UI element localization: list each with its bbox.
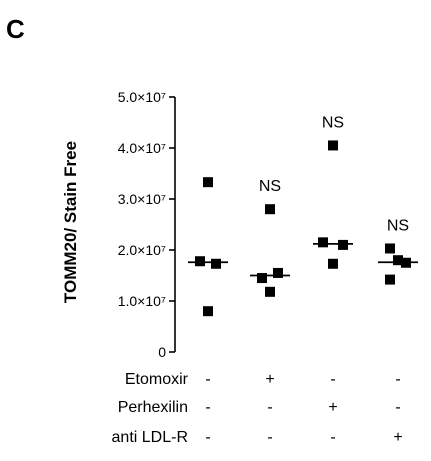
data-point: [195, 256, 205, 267]
data-point: [211, 258, 221, 269]
data-point: [385, 243, 395, 254]
treatment-sign: -: [205, 371, 210, 388]
treatment-sign: -: [267, 399, 272, 416]
data-group: [188, 177, 228, 317]
data-groups: NS NS NS: [188, 114, 418, 317]
data-point: [203, 177, 213, 188]
ns-annotation: NS: [387, 217, 409, 234]
data-point: [328, 140, 338, 151]
treatment-sign: -: [395, 399, 400, 416]
treatment-row: Etomoxir - + - -: [125, 371, 401, 388]
data-group: NS: [250, 178, 290, 297]
data-group: NS: [313, 114, 353, 269]
data-point: [203, 306, 213, 317]
y-tick-label: 4.0×10⁷: [118, 140, 166, 156]
treatment-row: anti LDL-R - - - +: [112, 429, 403, 446]
treatment-row: Perhexilin - - + -: [118, 399, 401, 416]
treatment-sign: -: [267, 429, 272, 446]
data-point: [265, 204, 275, 215]
data-point: [401, 257, 411, 268]
y-ticks: 0 1.0×10⁷ 2.0×10⁷ 3.0×10⁷ 4.0×10⁷ 5.0×10⁷: [118, 89, 175, 360]
y-tick-label: 5.0×10⁷: [118, 89, 166, 105]
data-point: [265, 286, 275, 297]
data-point: [328, 258, 338, 269]
data-point: [393, 255, 403, 266]
treatment-label: Perhexilin: [118, 399, 188, 416]
data-point: [318, 237, 328, 248]
treatment-sign: -: [330, 429, 335, 446]
data-point: [273, 267, 283, 278]
treatment-label: anti LDL-R: [112, 429, 188, 446]
treatment-sign: -: [205, 399, 210, 416]
y-tick-label: 1.0×10⁷: [118, 293, 166, 309]
y-tick-label: 0: [158, 344, 166, 360]
data-point: [338, 239, 348, 250]
treatment-sign: +: [328, 399, 337, 416]
treatment-sign: -: [395, 371, 400, 388]
panel-label: C: [6, 14, 25, 44]
treatment-sign: +: [265, 371, 274, 388]
ns-annotation: NS: [322, 114, 344, 131]
treatment-sign: +: [393, 429, 402, 446]
y-axis-label: TOMM20/ Stain Free: [61, 141, 80, 303]
treatment-label: Etomoxir: [125, 371, 189, 388]
treatment-table: Etomoxir - + - -Perhexilin - - + -anti LDL-R - - - +: [112, 371, 403, 446]
ns-annotation: NS: [259, 178, 281, 195]
y-tick-label: 2.0×10⁷: [118, 242, 166, 258]
data-group: NS: [378, 217, 418, 285]
data-point: [257, 273, 267, 284]
treatment-sign: -: [205, 429, 210, 446]
y-tick-label: 3.0×10⁷: [118, 191, 166, 207]
treatment-sign: -: [330, 371, 335, 388]
data-point: [385, 274, 395, 285]
